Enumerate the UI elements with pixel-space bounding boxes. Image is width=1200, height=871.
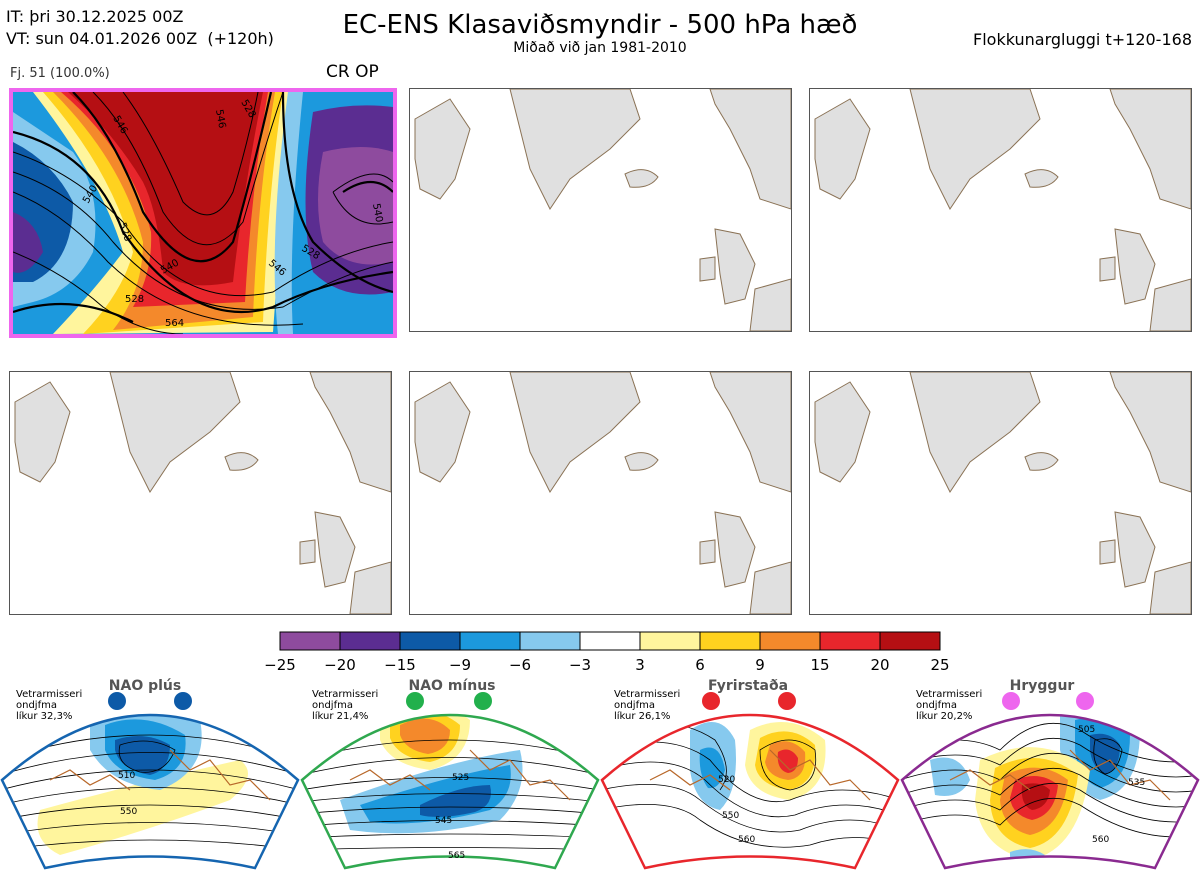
valid-time: VT: sun 04.01.2026 00Z (+120h) (6, 29, 274, 48)
regime-note-hryggur: Vetrarmisseri ondjfma líkur 20,2% (916, 689, 983, 722)
cluster-map-2-plot (414, 89, 791, 331)
colorbar-segment (279, 631, 341, 651)
cluster-map-2[interactable] (409, 88, 792, 332)
regime-dot-nao-plus-1 (108, 692, 126, 710)
colorbar-segment (519, 631, 581, 651)
nao-plus-contour-510: 510 (118, 771, 135, 781)
regime-dot-nao-minus-1 (406, 692, 424, 710)
regime-map-fyrirstada[interactable]: 520 550 560 (600, 690, 900, 870)
colorbar-segment (339, 631, 401, 651)
regime-dot-hryggur-1 (1002, 692, 1020, 710)
page-title: EC-ENS Klasaviðsmyndir - 500 hPa hæð (342, 10, 858, 40)
regime-title-hryggur: Hryggur (1009, 678, 1075, 694)
regime-dot-fyrirstada-1 (702, 692, 720, 710)
colorbar-segment (879, 631, 941, 651)
colorbar-tick-label: 20 (870, 656, 890, 674)
colorbar-tick-label: −9 (448, 656, 472, 674)
hryggur-contour-535: 535 (1128, 778, 1145, 788)
colorbar-tick-label: 25 (930, 656, 950, 674)
hryggur-contour-560: 560 (1092, 835, 1109, 845)
cluster-map-3-plot (814, 89, 1191, 331)
contour-label: 528 (125, 294, 144, 305)
fyrirstada-contour-520: 520 (718, 775, 735, 785)
regime-dot-nao-plus-2 (174, 692, 192, 710)
cluster-map-5-plot (414, 372, 791, 614)
colorbar-tick-label: −15 (384, 656, 416, 674)
cluster-map-1[interactable]: 546 540 528 528 540 546 528 528 546 540 564 (9, 88, 397, 338)
colorbar-segment (399, 631, 461, 651)
colorbar-tick-label: −3 (568, 656, 592, 674)
regime-note-nao-plus: Vetrarmisseri ondjfma líkur 32,3% (16, 689, 83, 722)
contour-label: 546 (213, 109, 227, 130)
colorbar-tick-label: 15 (810, 656, 830, 674)
colorbar-tick-label: 3 (635, 656, 645, 674)
colorbar-segment (699, 631, 761, 651)
cluster-map-4[interactable] (9, 371, 392, 615)
colorbar-segment (819, 631, 881, 651)
colorbar-segment (579, 631, 641, 651)
contour-label: 564 (165, 318, 184, 329)
regime-map-hryggur[interactable]: 505 535 560 (900, 690, 1200, 870)
cluster-map-3[interactable] (809, 88, 1192, 332)
colorbar-segment (639, 631, 701, 651)
regime-map-nao-plus[interactable]: 510 550 (0, 690, 300, 870)
cluster-map-5[interactable] (409, 371, 792, 615)
contour-label: 540 (370, 203, 384, 224)
hryggur-contour-505: 505 (1078, 725, 1095, 735)
fyrirstada-contour-550: 550 (722, 811, 739, 821)
regime-map-nao-minus[interactable]: 525 545 565 (300, 690, 600, 870)
cluster-member-label: Fj. 51 (100.0%) (10, 66, 110, 81)
colorbar-tick-label: −20 (324, 656, 356, 674)
regime-title-fyrirstada: Fyrirstaða (707, 678, 789, 694)
colorbar-segment (459, 631, 521, 651)
regime-title-nao-plus: NAO plús (108, 678, 182, 694)
fyrirstada-contour-560: 560 (738, 835, 755, 845)
regime-dot-fyrirstada-2 (778, 692, 796, 710)
regime-title-nao-minus: NAO mínus (408, 678, 496, 694)
nao-minus-contour-545: 545 (435, 816, 452, 826)
classification-window: Flokkunargluggi t+120-168 (973, 30, 1192, 49)
regime-note-fyrirstada: Vetrarmisseri ondjfma líkur 26,1% (614, 689, 681, 722)
cluster-map-4-plot (14, 372, 391, 614)
colorbar (279, 631, 941, 651)
colorbar-tick-label: 6 (695, 656, 705, 674)
colorbar-tick-label: −6 (508, 656, 532, 674)
colorbar-tick-label: −25 (264, 656, 296, 674)
page-subtitle: Miðað við jan 1981-2010 (513, 40, 687, 56)
nao-minus-contour-565: 565 (448, 851, 465, 861)
nao-minus-contour-525: 525 (452, 773, 469, 783)
header-info: IT: þri 30.12.2025 00Z VT: sun 04.01.2026… (6, 6, 274, 50)
init-time: IT: þri 30.12.2025 00Z (6, 7, 184, 26)
colorbar-segment (759, 631, 821, 651)
regime-note-nao-minus: Vetrarmisseri ondjfma líkur 21,4% (312, 689, 379, 722)
nao-plus-contour-550: 550 (120, 807, 137, 817)
operational-label: CR OP (326, 62, 379, 82)
regime-dot-nao-minus-2 (474, 692, 492, 710)
cluster-map-6-plot (814, 372, 1191, 614)
regime-dot-hryggur-2 (1076, 692, 1094, 710)
cluster-map-6[interactable] (809, 371, 1192, 615)
colorbar-tick-label: 9 (755, 656, 765, 674)
